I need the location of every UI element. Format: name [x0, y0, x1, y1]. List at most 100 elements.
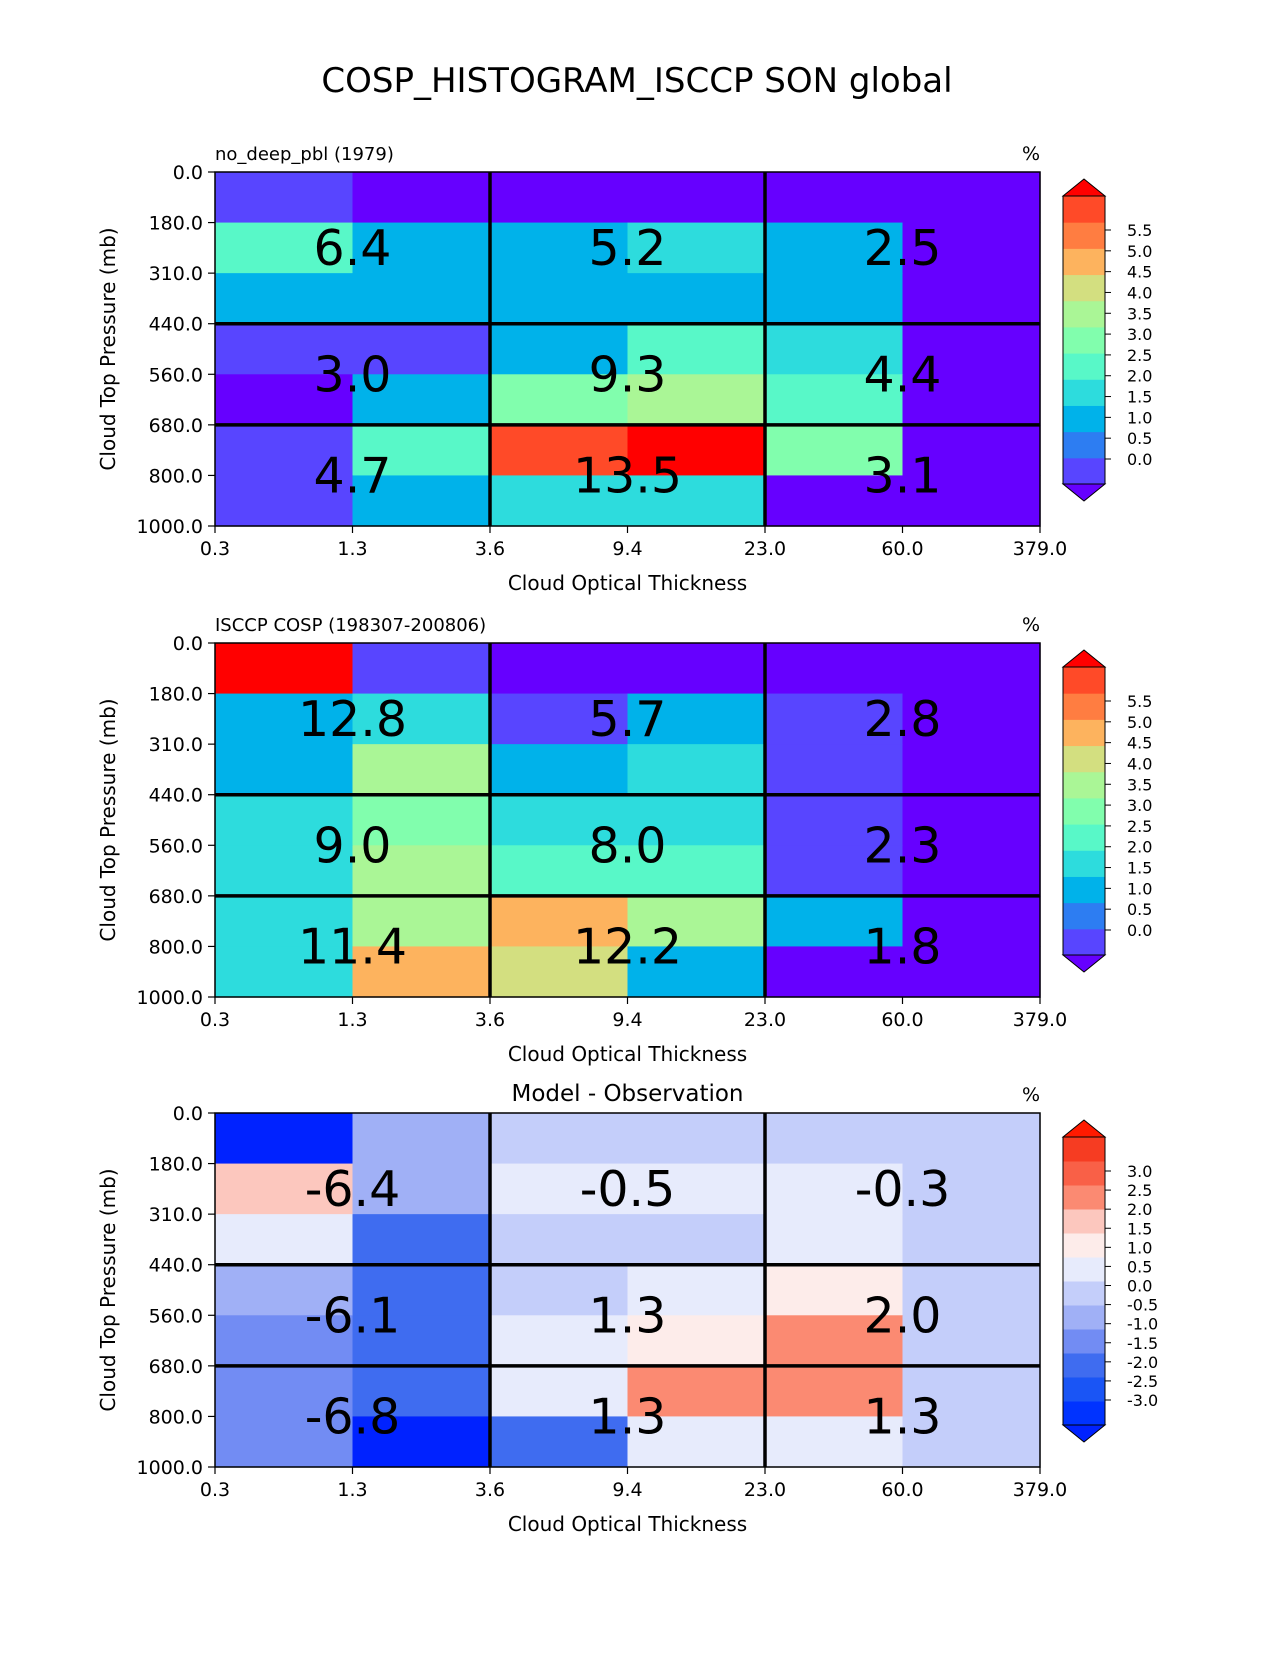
colorbar-segment [1063, 693, 1105, 720]
heatmap-cell [215, 1416, 354, 1468]
x-tick-label: 0.3 [200, 1009, 230, 1031]
x-tick-label: 0.3 [200, 1479, 230, 1501]
colorbar-extend-high [1061, 649, 1107, 668]
units-label: % [1022, 614, 1040, 636]
heatmap-cell [627, 475, 766, 527]
heatmap-cell [902, 693, 1041, 745]
colorbar-tick-label: -0.5 [1127, 1296, 1158, 1315]
colorbar-tick-label: 1.0 [1127, 408, 1152, 427]
cell-annotation: 1.8 [864, 918, 942, 975]
heatmap-cell [490, 1163, 629, 1215]
colorbar-segment [1063, 1281, 1105, 1306]
x-axis-label: Cloud Optical Thickness [508, 1512, 747, 1536]
cell-annotation: 4.4 [864, 346, 942, 403]
colorbar-extend-low [1061, 1424, 1107, 1443]
heatmap-cell [627, 1416, 766, 1468]
colorbar-segment [1063, 353, 1105, 380]
x-tick-label: 9.4 [612, 1479, 642, 1501]
heatmap-cell [215, 1214, 354, 1266]
y-tick-label: 0.0 [173, 162, 203, 184]
cell-annotation: 5.7 [589, 691, 667, 748]
heatmap-cell [627, 895, 766, 948]
colorbar-segment [1063, 771, 1105, 799]
x-tick-label: 1.3 [337, 1479, 367, 1501]
heatmap-cell [902, 475, 1041, 527]
heatmap-cell [765, 273, 904, 325]
y-tick-label: 180.0 [149, 684, 203, 706]
heatmap-cell [490, 424, 629, 477]
heatmap-cell [902, 374, 1041, 426]
colorbar-segment [1063, 1257, 1105, 1282]
colorbar-tick-label: -3.0 [1127, 1391, 1158, 1410]
heatmap-cell [490, 1113, 629, 1165]
colorbar-tick-label: -2.0 [1127, 1353, 1158, 1372]
colorbar-extend-low [1061, 483, 1107, 502]
colorbar-tick-label: 2.5 [1127, 346, 1152, 365]
heatmap-cell [765, 374, 904, 426]
colorbar-segment [1063, 745, 1105, 773]
heatmap-cell [765, 475, 904, 527]
colorbar-tick-label: 1.0 [1127, 1238, 1152, 1257]
heatmap-cell [490, 374, 629, 426]
heatmap-cell [215, 1113, 354, 1165]
heatmap-cell [352, 273, 491, 325]
heatmap-cell [902, 845, 1041, 897]
heatmap-cell [765, 845, 904, 897]
heatmap-cell [490, 794, 629, 846]
heatmap-cell [765, 1365, 904, 1418]
colorbar-tick-label: 0.5 [1127, 900, 1152, 919]
heatmap-cell [627, 1365, 766, 1418]
heatmap-cell [215, 845, 354, 897]
heatmap-cell [902, 273, 1041, 325]
heatmap-cell [352, 1365, 491, 1418]
colorbar-tick-label: 2.5 [1127, 1181, 1152, 1200]
panel-title: ISCCP COSP (198307-200806) [215, 615, 486, 636]
colorbar-segment [1063, 1353, 1105, 1378]
cell-annotation: -6.1 [305, 1287, 401, 1344]
y-tick-label: 800.0 [149, 1406, 203, 1428]
heatmap-cell [765, 1113, 904, 1165]
heatmap-cell [902, 1416, 1041, 1468]
colorbar-segment [1063, 824, 1105, 851]
heatmap-cell [902, 1315, 1041, 1367]
heatmap-cell [215, 1163, 354, 1215]
heatmap-cell [352, 1416, 491, 1468]
y-tick-label: 440.0 [149, 785, 203, 807]
heatmap-cell [490, 1365, 629, 1418]
cell-annotation: -0.5 [580, 1161, 676, 1218]
heatmap-cell [352, 1113, 491, 1165]
cell-annotation: 1.3 [589, 1388, 667, 1445]
heatmap-cell [627, 1264, 766, 1316]
colorbar-segment [1063, 928, 1105, 956]
heatmap-cell [215, 172, 354, 224]
heatmap-cell [215, 323, 354, 375]
y-tick-label: 1000.0 [137, 516, 203, 538]
x-tick-label: 23.0 [744, 1009, 786, 1031]
heatmap-cell [627, 643, 766, 695]
y-tick-label: 800.0 [149, 465, 203, 487]
y-tick-label: 1000.0 [137, 987, 203, 1009]
colorbar-tick-label: 3.5 [1127, 775, 1152, 794]
colorbar-segment [1063, 405, 1105, 433]
heatmap-cell [902, 424, 1041, 477]
cell-annotation: 2.0 [864, 1287, 942, 1344]
heatmap-cell [352, 424, 491, 477]
colorbar-segment [1063, 1329, 1105, 1354]
heatmap-cell [352, 475, 491, 527]
y-axis-label: Cloud Top Pressure (mb) [96, 698, 120, 941]
heatmap-cell [627, 374, 766, 426]
heatmap-cell [215, 744, 354, 796]
cell-annotation: 9.3 [589, 346, 667, 403]
heatmap-cell [490, 895, 629, 948]
colorbar-segment [1063, 797, 1105, 825]
colorbar-segment [1063, 248, 1105, 276]
colorbar-segment [1063, 876, 1105, 904]
colorbar-segment [1063, 1305, 1105, 1330]
colorbar-tick-label: 3.0 [1127, 325, 1152, 344]
colorbar-tick-label: 3.5 [1127, 304, 1152, 323]
x-tick-label: 60.0 [881, 1009, 923, 1031]
colorbar-tick-label: 5.0 [1127, 242, 1152, 261]
units-label: % [1022, 143, 1040, 165]
cell-annotation: 1.3 [589, 1287, 667, 1344]
